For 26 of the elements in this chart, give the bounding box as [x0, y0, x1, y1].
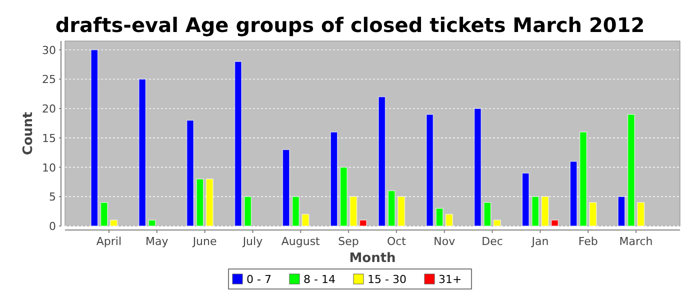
legend-label: 15 - 30 [368, 273, 406, 286]
y-tick-label: 15 [42, 132, 56, 145]
y-tick-label: 20 [42, 102, 56, 116]
x-tick-label: June [192, 235, 217, 248]
legend-label: 31+ [438, 273, 462, 286]
x-tick-label: March [619, 235, 653, 248]
x-tick-label: Nov [434, 235, 456, 248]
x-tick-label: July [242, 235, 264, 248]
y-tick-label: 30 [42, 44, 56, 57]
x-axis-title: Month [349, 251, 396, 266]
chart-title: drafts-eval Age groups of closed tickets March 2012 [55, 13, 645, 37]
y-axis-title: Count [21, 112, 36, 156]
x-tick-label: Feb [578, 235, 598, 248]
y-tick-label: 10 [42, 161, 56, 174]
y-tick-label: 5 [49, 190, 56, 204]
x-tick-label: August [281, 235, 321, 248]
x-tick-label: Sep [338, 235, 359, 248]
x-tick-label: Dec [482, 235, 503, 248]
x-tick-label: Jan [530, 235, 549, 248]
x-tick-label: Oct [386, 235, 407, 248]
x-tick-label: April [96, 235, 122, 248]
y-tick-label: 25 [42, 73, 56, 86]
x-tick-label: May [146, 235, 169, 248]
legend-label: 0 - 7 [246, 273, 272, 286]
legend-label: 8 - 14 [304, 273, 336, 286]
y-tick-label: 0 [49, 220, 56, 233]
